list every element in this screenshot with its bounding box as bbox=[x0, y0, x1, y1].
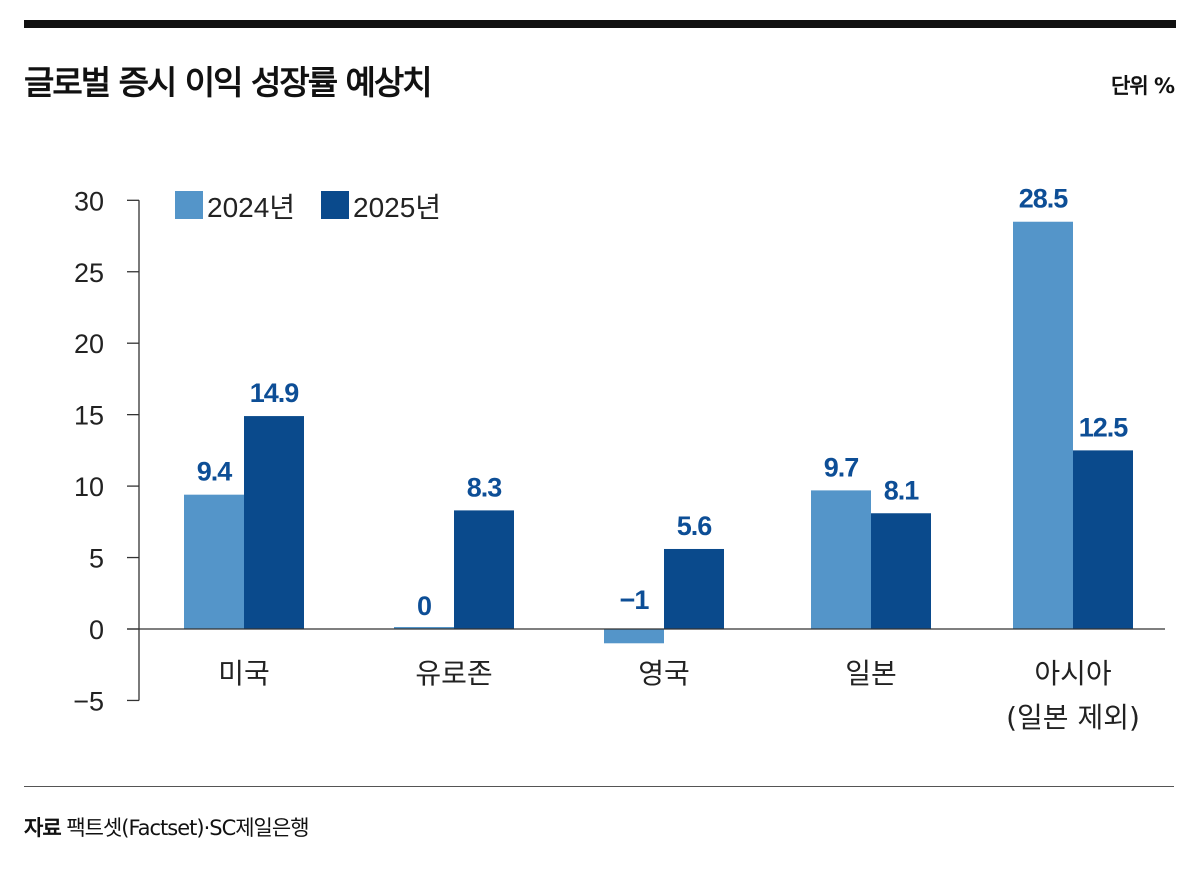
y-tick-label: −5 bbox=[73, 686, 104, 716]
data-label: 28.5 bbox=[1019, 184, 1069, 214]
legend-swatch-2025 bbox=[321, 191, 349, 219]
bar-2024 bbox=[811, 490, 871, 629]
data-label: 12.5 bbox=[1079, 412, 1129, 442]
data-label: 8.1 bbox=[884, 475, 920, 505]
legend-label: 2024년 bbox=[207, 192, 295, 223]
source-label: 자료 bbox=[24, 816, 62, 840]
bar-2024 bbox=[184, 494, 244, 629]
bar-2025 bbox=[664, 548, 724, 629]
data-label: −1 bbox=[620, 585, 650, 615]
data-label: 9.4 bbox=[197, 457, 233, 487]
data-label: 8.3 bbox=[467, 472, 503, 502]
category-label: (일본 제외) bbox=[1006, 701, 1140, 734]
y-tick-label: 0 bbox=[89, 615, 104, 645]
source-note: 자료 팩트셋(Factset)·SC제일은행 bbox=[24, 812, 310, 842]
y-tick-label: 25 bbox=[74, 258, 104, 288]
y-tick-label: 30 bbox=[74, 186, 104, 216]
data-label: 0 bbox=[417, 591, 431, 621]
bar-2025 bbox=[871, 513, 931, 629]
legend-label: 2025년 bbox=[353, 192, 441, 223]
y-tick-label: 15 bbox=[74, 401, 104, 431]
y-tick-label: 5 bbox=[89, 544, 104, 574]
data-label: 14.9 bbox=[250, 378, 300, 408]
data-label: 9.7 bbox=[824, 452, 859, 482]
bar-2024 bbox=[1013, 221, 1073, 630]
unit-label: 단위 % bbox=[1111, 74, 1175, 98]
y-tick-label: 10 bbox=[74, 472, 104, 502]
footer-divider bbox=[24, 786, 1174, 787]
legend-swatch-2024 bbox=[175, 191, 203, 219]
bar-2025 bbox=[454, 510, 514, 629]
data-label: 5.6 bbox=[677, 511, 713, 541]
category-label: 미국 bbox=[218, 657, 270, 690]
bar-2024 bbox=[394, 627, 454, 629]
y-tick-label: 20 bbox=[74, 329, 104, 359]
category-label: 유로존 bbox=[415, 657, 492, 690]
source-text: 팩트셋(Factset)·SC제일은행 bbox=[66, 816, 309, 840]
category-label: 영국 bbox=[638, 657, 690, 690]
top-rule bbox=[24, 20, 1176, 28]
category-label: 아시아 bbox=[1034, 657, 1111, 690]
category-label: 일본 bbox=[845, 657, 897, 690]
bar-2024 bbox=[604, 629, 664, 644]
bar-2025 bbox=[1073, 450, 1133, 629]
chart-title: 글로벌 증시 이익 성장률 예상치 bbox=[24, 63, 433, 102]
bar-2025 bbox=[244, 416, 304, 629]
